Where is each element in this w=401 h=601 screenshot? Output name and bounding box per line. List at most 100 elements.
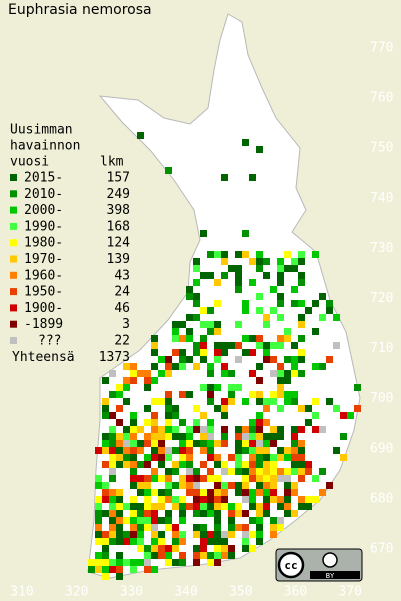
- grid-square: [102, 482, 109, 489]
- grid-square: [116, 440, 123, 447]
- grid-square: [193, 363, 200, 370]
- grid-square: [144, 559, 151, 566]
- grid-square: [165, 482, 172, 489]
- grid-square: [109, 517, 116, 524]
- grid-square: [242, 433, 249, 440]
- grid-square: [200, 524, 207, 531]
- grid-square: [200, 335, 207, 342]
- grid-square: [284, 356, 291, 363]
- grid-square: [151, 377, 158, 384]
- grid-square: [123, 426, 130, 433]
- grid-square: [116, 559, 123, 566]
- grid-square: [172, 482, 179, 489]
- grid-square: [333, 342, 340, 349]
- grid-square: [291, 454, 298, 461]
- grid-square: [200, 475, 207, 482]
- grid-square: [270, 531, 277, 538]
- grid-square: [235, 433, 242, 440]
- grid-square: [305, 307, 312, 314]
- legend-swatch: [10, 190, 17, 198]
- legend-col-year: vuosi: [10, 155, 49, 170]
- grid-square: [263, 398, 270, 405]
- grid-square: [158, 433, 165, 440]
- grid-square: [256, 461, 263, 468]
- legend-count: 398: [107, 203, 130, 218]
- grid-square: [242, 531, 249, 538]
- grid-square: [172, 545, 179, 552]
- grid-square: [256, 398, 263, 405]
- grid-square: [228, 265, 235, 272]
- grid-square: [305, 503, 312, 510]
- grid-square: [116, 524, 123, 531]
- grid-square: [165, 405, 172, 412]
- grid-square: [179, 440, 186, 447]
- grid-square: [249, 370, 256, 377]
- grid-square: [221, 398, 228, 405]
- x-axis-label: 330: [120, 585, 143, 600]
- grid-square: [158, 552, 165, 559]
- grid-square: [102, 552, 109, 559]
- grid-square: [165, 496, 172, 503]
- grid-square: [172, 496, 179, 503]
- grid-square: [284, 503, 291, 510]
- y-axis-label: 680: [370, 491, 393, 506]
- grid-square: [242, 468, 249, 475]
- grid-square: [193, 468, 200, 475]
- grid-square: [326, 300, 333, 307]
- grid-square: [193, 349, 200, 356]
- grid-square: [319, 489, 326, 496]
- grid-square: [193, 426, 200, 433]
- grid-square: [319, 468, 326, 475]
- grid-square: [179, 482, 186, 489]
- grid-square: [109, 370, 116, 377]
- grid-square: [249, 433, 256, 440]
- grid-square: [109, 510, 116, 517]
- grid-square: [277, 293, 284, 300]
- grid-square: [340, 454, 347, 461]
- grid-square: [186, 433, 193, 440]
- grid-square: [291, 300, 298, 307]
- grid-square: [242, 447, 249, 454]
- grid-square: [263, 454, 270, 461]
- grid-square: [193, 496, 200, 503]
- grid-square: [144, 489, 151, 496]
- grid-square: [284, 377, 291, 384]
- grid-square: [235, 468, 242, 475]
- grid-square: [130, 370, 137, 377]
- grid-square: [207, 398, 214, 405]
- grid-square: [249, 279, 256, 286]
- grid-square: [186, 461, 193, 468]
- grid-square: [221, 433, 228, 440]
- grid-square: [200, 426, 207, 433]
- grid-square: [228, 398, 235, 405]
- grid-square: [116, 433, 123, 440]
- grid-square: [249, 335, 256, 342]
- y-axis-label: 700: [370, 391, 393, 406]
- grid-square: [200, 349, 207, 356]
- grid-square: [284, 370, 291, 377]
- grid-square: [249, 419, 256, 426]
- grid-square: [291, 342, 298, 349]
- grid-square: [144, 370, 151, 377]
- grid-square: [200, 321, 207, 328]
- grid-square: [277, 468, 284, 475]
- grid-square: [207, 370, 214, 377]
- legend-label: -1899: [24, 317, 63, 332]
- grid-square: [242, 524, 249, 531]
- grid-square: [109, 426, 116, 433]
- grid-square: [207, 363, 214, 370]
- grid-square: [298, 349, 305, 356]
- grid-square: [144, 405, 151, 412]
- grid-square: [172, 461, 179, 468]
- grid-square: [221, 405, 228, 412]
- y-axis-label: 730: [370, 241, 393, 256]
- grid-square: [277, 265, 284, 272]
- legend-count: 139: [107, 252, 130, 267]
- grid-square: [249, 174, 256, 181]
- grid-square: [200, 503, 207, 510]
- grid-square: [221, 251, 228, 258]
- legend-count: 124: [107, 236, 131, 251]
- grid-square: [165, 426, 172, 433]
- grid-square: [165, 419, 172, 426]
